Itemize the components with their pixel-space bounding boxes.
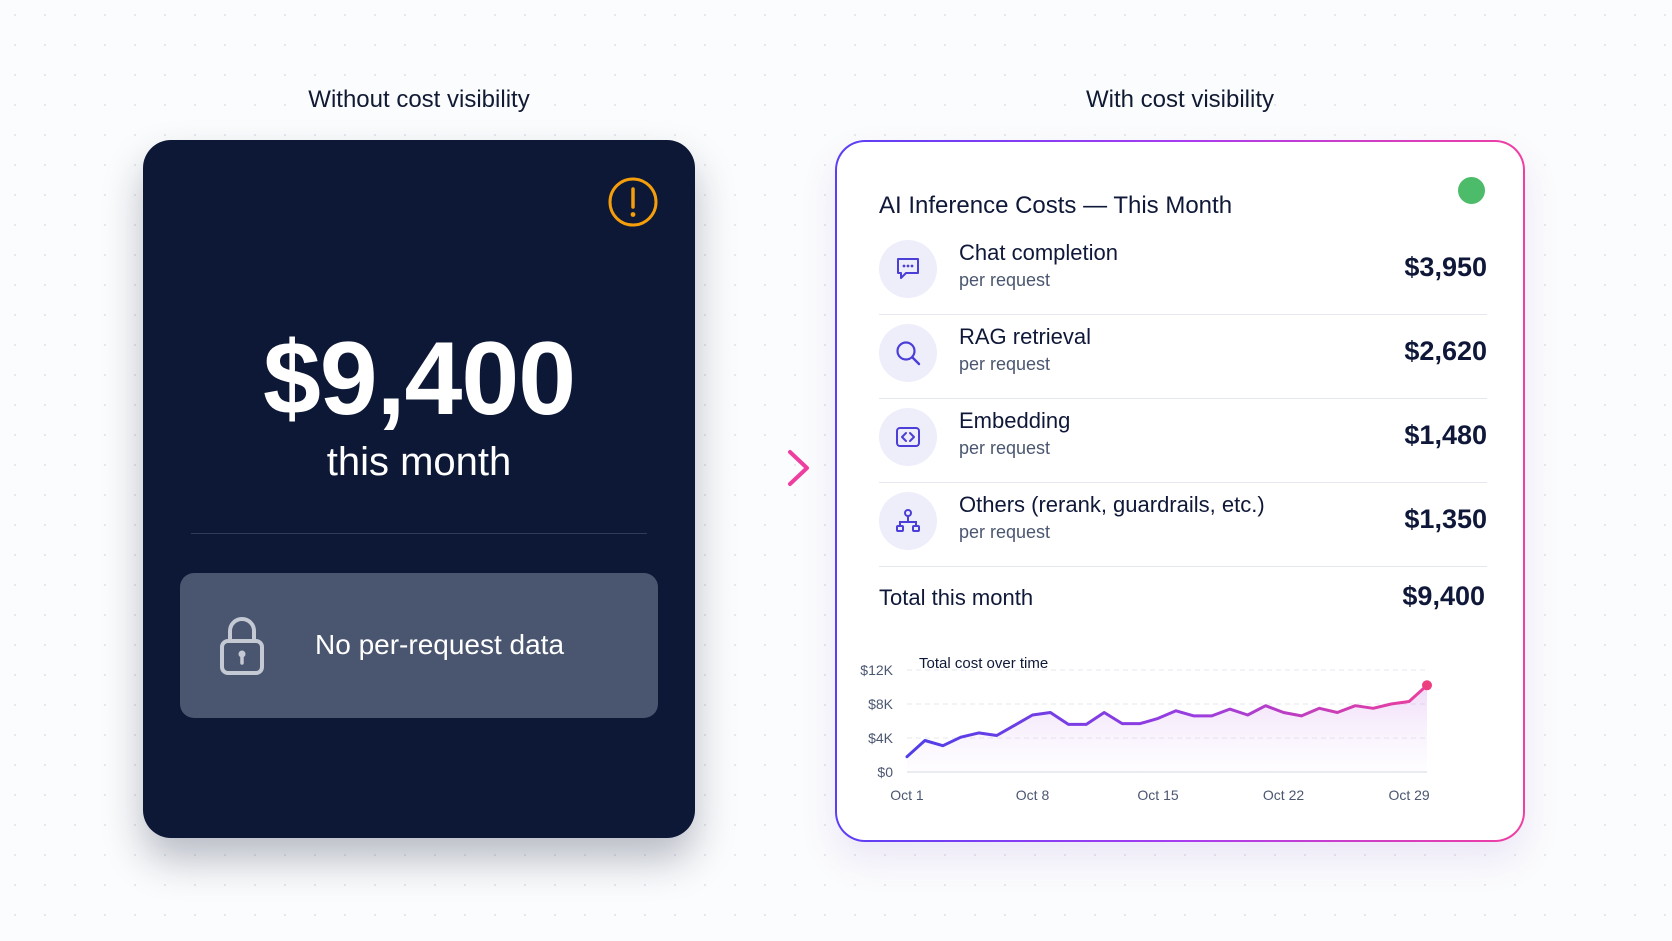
chart-y-tick-label: $8K xyxy=(868,696,894,712)
row-unit: per request xyxy=(959,270,1051,290)
chart-series-line xyxy=(905,683,1429,759)
cost-row-others: Others (rerank, guardrails, etc.) per re… xyxy=(879,482,1487,567)
monthly-total-caption: this month xyxy=(326,440,512,484)
chart-last-point xyxy=(1422,680,1432,691)
row-name: RAG retrieval xyxy=(959,324,1092,349)
card-title: AI Inference Costs — This Month xyxy=(879,192,1233,219)
chart-y-tick-label: $4K xyxy=(868,730,894,746)
row-cost: $1,350 xyxy=(1404,504,1487,534)
monthly-total-amount: $9,400 xyxy=(262,321,576,437)
locked-data-box: No per-request data xyxy=(180,573,658,718)
total-value: $9,400 xyxy=(1402,581,1485,611)
padlock-icon xyxy=(220,617,264,675)
chart-area-fill xyxy=(907,685,1427,772)
arrow-right-icon xyxy=(714,450,809,486)
cost-row-rag: RAG retrieval per request $2,620 xyxy=(879,314,1487,399)
right-panel-title: With cost visibility xyxy=(1085,86,1275,113)
no-visibility-card: $9,400 this month No per-request data xyxy=(143,140,695,838)
no-data-text: No per-request data xyxy=(315,629,565,660)
row-unit: per request xyxy=(959,438,1051,458)
row-name: Others (rerank, guardrails, etc.) xyxy=(959,492,1265,517)
row-unit: per request xyxy=(959,354,1051,374)
chart-y-tick-label: $12K xyxy=(860,662,893,678)
search-icon xyxy=(879,324,937,382)
divider xyxy=(191,533,647,534)
network-nodes-icon xyxy=(879,492,937,550)
chart-x-tick-label: Oct 22 xyxy=(1263,787,1304,803)
chart-x-tick-label: Oct 15 xyxy=(1137,787,1178,803)
chart-x-tick-label: Oct 1 xyxy=(890,787,924,803)
visibility-card: AI Inference Costs — This Month Chat com… xyxy=(835,140,1525,842)
cost-row-embedding: Embedding per request $1,480 xyxy=(879,398,1487,483)
cost-row-chat: Chat completion per request $3,950 xyxy=(879,230,1487,315)
cost-over-time-chart: $0 $4K $8K $12K Oct 1 Oct 8 Oct 15 Oct 22 Oct 2… xyxy=(860,655,1432,803)
row-cost: $1,480 xyxy=(1404,420,1487,450)
green-status-dot xyxy=(1458,177,1485,204)
row-cost: $3,950 xyxy=(1404,252,1487,282)
row-name: Embedding xyxy=(959,408,1071,433)
total-label: Total this month xyxy=(879,585,1034,610)
code-brackets-icon xyxy=(879,408,937,466)
row-unit: per request xyxy=(959,522,1051,542)
chart-title: Total cost over time xyxy=(919,655,1048,672)
chat-bubble-icon xyxy=(879,240,937,298)
left-panel-title: Without cost visibility xyxy=(308,86,530,113)
row-name: Chat completion xyxy=(959,240,1118,265)
exclamation-circle-icon xyxy=(608,177,658,227)
chart-x-tick-label: Oct 29 xyxy=(1388,787,1429,803)
chart-y-tick-label: $0 xyxy=(877,764,893,780)
row-cost: $2,620 xyxy=(1404,336,1487,366)
chart-x-tick-label: Oct 8 xyxy=(1016,787,1050,803)
